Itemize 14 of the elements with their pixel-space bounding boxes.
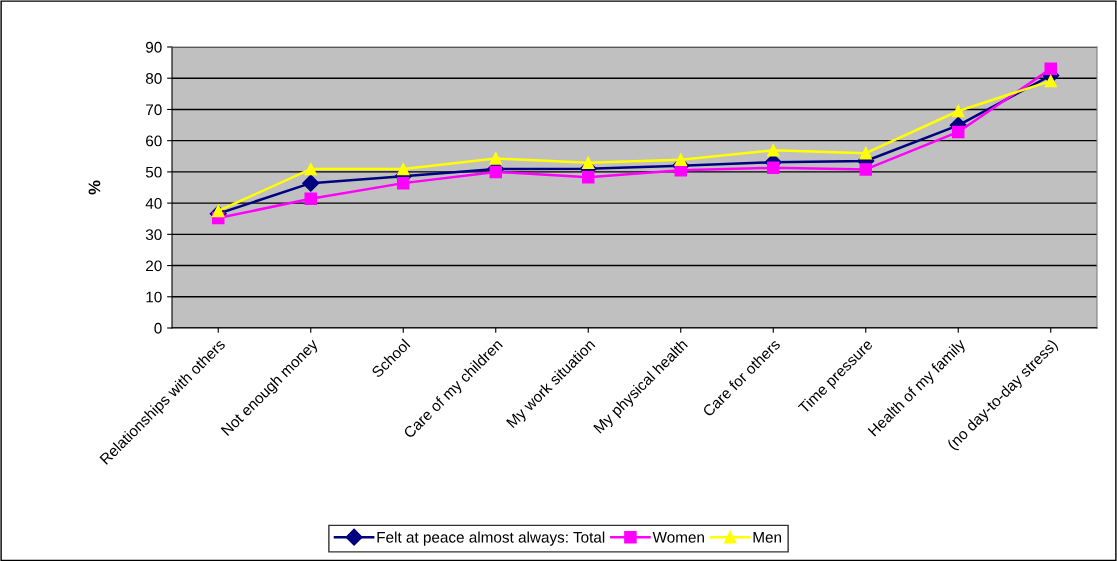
y-tick-label: 80: [145, 73, 162, 84]
y-tick-label: 60: [146, 135, 162, 147]
y-tick-label: 50: [145, 166, 162, 178]
y-tick-label: 0: [154, 322, 162, 334]
legend-label: Women: [652, 532, 704, 543]
y-tick-label: 70: [146, 104, 162, 116]
y-tick-label: 20: [146, 260, 162, 272]
y-tick-label: 40: [145, 197, 162, 209]
y-tick-label: 90: [146, 41, 162, 53]
y-axis-title: %: [88, 180, 101, 195]
y-tick-label: 10: [146, 291, 162, 303]
y-tick-label: 30: [145, 229, 162, 241]
legend-label: Men: [753, 532, 782, 543]
legend-label: Felt at peace almost always: Total: [377, 531, 605, 546]
